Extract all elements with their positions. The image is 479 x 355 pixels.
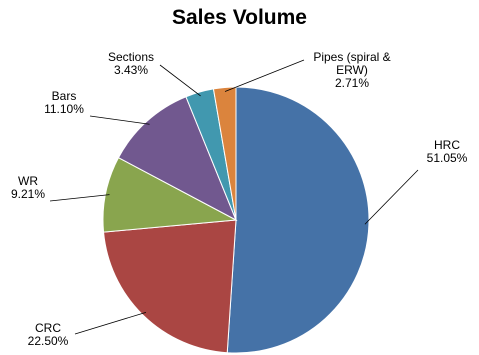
slice-label: Sections	[107, 50, 155, 64]
slice-label: Pipes (spiral & ERW)	[313, 50, 391, 77]
slice-value: 2.71%	[334, 76, 370, 90]
leader-line	[364, 169, 419, 225]
pie-slice	[103, 219, 237, 354]
slice-value: 9.21%	[10, 187, 46, 201]
slice-label: HRC	[434, 138, 460, 152]
slice-value: 3.43%	[113, 63, 149, 77]
pie-slice	[117, 96, 237, 222]
leader-line	[224, 59, 305, 92]
slice-value: 11.10%	[44, 102, 84, 116]
pie-slice	[226, 86, 370, 354]
slice-value: 22.50%	[27, 334, 69, 348]
chart-title: Sales Volume	[171, 6, 307, 29]
slice-label: CRC	[35, 321, 61, 335]
pie-slice	[102, 157, 238, 233]
slice-label: WR	[18, 174, 38, 188]
leader-line	[159, 64, 201, 97]
slice-value: 51.05%	[426, 151, 468, 165]
slice-label: Bars	[51, 89, 77, 103]
leader-line	[74, 311, 147, 335]
leader-line	[49, 194, 110, 202]
leader-line	[89, 115, 150, 125]
